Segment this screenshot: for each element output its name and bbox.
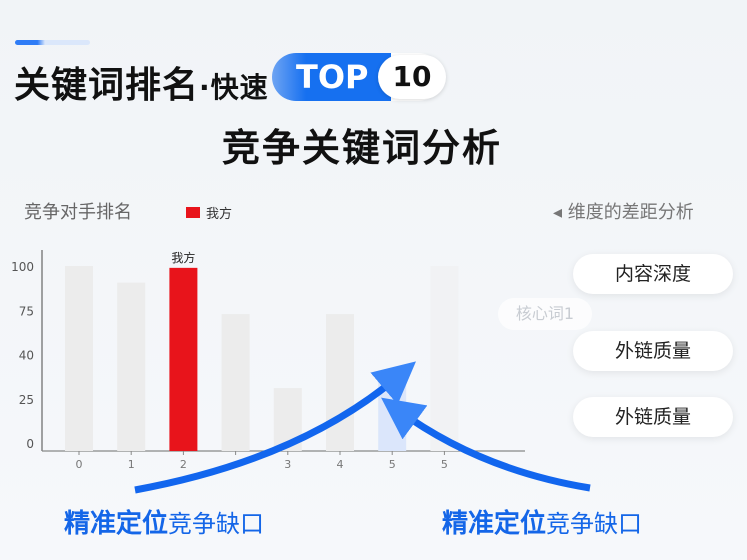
gap-analysis-heading: ◂ 维度的差距分析 [553, 202, 694, 223]
bar-competitor [430, 266, 459, 451]
bar-data-label: 我方 [171, 250, 195, 265]
arrow-left [134, 361, 417, 494]
x-tick-label: 1 [128, 458, 135, 471]
x-tick-label: 3 [284, 458, 291, 471]
dimension-item: 外链质量 [573, 397, 733, 437]
y-tick-label: 75 [19, 304, 34, 318]
x-tick-label: 0 [76, 458, 83, 471]
caption-left: 精准定位竞争缺口 [64, 509, 265, 539]
x-tick-label: 5 [389, 458, 396, 471]
dimension-item: 外链质量 [573, 331, 733, 371]
x-tick-label: 5 [441, 458, 448, 471]
y-tick-label: 100 [11, 260, 34, 274]
bar-mine [169, 267, 198, 451]
page-subtitle: 竞争关键词分析 [222, 126, 503, 170]
legend-swatch [186, 207, 200, 218]
bar-competitor [117, 282, 146, 451]
top-number: 10 [378, 55, 446, 99]
y-tick-label: 25 [19, 393, 34, 407]
x-tick-label: 2 [180, 458, 187, 471]
caption-right: 精准定位竞争缺口 [442, 509, 643, 539]
chart-legend: 我方 [186, 203, 232, 222]
bar-competitor [326, 314, 354, 451]
bar-competitor [65, 266, 93, 451]
bar-competitor [221, 314, 250, 451]
y-tick-label: 0 [26, 437, 34, 451]
arrow-right [381, 397, 591, 492]
y-tick-label: 40 [19, 349, 34, 363]
chart-heading: 竞争对手排名 [24, 202, 132, 223]
dimension-item: 内容深度 [573, 254, 733, 294]
page-title: 关键词排名·快速 [14, 65, 269, 106]
keyword-tag: 核心词1 [498, 298, 592, 330]
top-label: TOP [296, 58, 369, 96]
accent-bar [15, 40, 90, 45]
x-tick-label: 4 [337, 458, 344, 471]
